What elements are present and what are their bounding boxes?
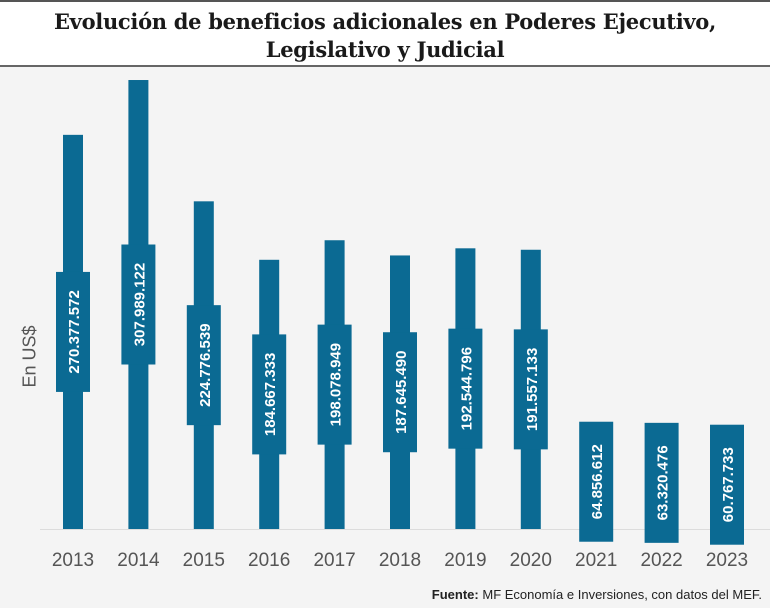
title-line-2: Legislativo y Judicial <box>265 37 505 62</box>
data-label-box-2018 <box>383 332 417 453</box>
x-tick-label-2021: 2021 <box>575 550 617 571</box>
data-label-2023: 60.767.733 <box>720 447 737 522</box>
data-label-box-2017 <box>317 324 352 445</box>
data-label-box-2019 <box>448 328 483 449</box>
x-tick-label-2019: 2019 <box>444 550 486 571</box>
data-label-2017: 198.078.949 <box>328 343 345 426</box>
data-label-2019: 192.544.796 <box>458 347 475 430</box>
x-tick-label-2020: 2020 <box>510 550 552 571</box>
x-tick-label-2013: 2013 <box>52 550 94 571</box>
y-axis-label: En US$ <box>19 325 40 388</box>
x-tick-label-2022: 2022 <box>640 550 682 571</box>
source-label: Fuente: <box>431 587 479 602</box>
source-text: MF Economía e Inversiones, con datos del… <box>478 587 762 602</box>
data-label-box-2022 <box>644 422 679 543</box>
source-note: Fuente: MF Economía e Inversiones, con d… <box>432 587 762 602</box>
x-tick-label-2018: 2018 <box>379 550 421 571</box>
data-label-2021: 64.856.612 <box>589 444 606 519</box>
data-label-box-2016 <box>252 334 287 455</box>
data-label-2015: 224.776.539 <box>197 323 214 406</box>
chart-title: Evolución de beneficios adicionales en P… <box>0 8 770 64</box>
data-label-box-2021 <box>579 421 614 542</box>
header: Evolución de beneficios adicionales en P… <box>0 0 770 67</box>
data-label-box-2013 <box>56 271 90 392</box>
data-label-box-2015 <box>186 305 221 426</box>
data-label-box-2014 <box>121 244 156 365</box>
data-label-2013: 270.377.572 <box>66 290 83 373</box>
x-tick-label-2023: 2023 <box>706 550 748 571</box>
data-label-box-2020 <box>513 329 548 450</box>
data-label-2014: 307.989.122 <box>131 263 148 346</box>
data-label-2016: 184.667.333 <box>262 353 279 436</box>
data-label-2018: 187.645.490 <box>393 351 410 434</box>
data-label-2020: 191.557.133 <box>524 348 541 431</box>
data-label-2022: 63.320.476 <box>655 445 672 520</box>
data-label-box-2023 <box>710 424 744 545</box>
x-tick-label-2016: 2016 <box>248 550 290 571</box>
x-tick-label-2017: 2017 <box>313 550 355 571</box>
x-tick-label-2014: 2014 <box>117 550 160 571</box>
x-tick-label-2015: 2015 <box>183 550 225 571</box>
title-line-1: Evolución de beneficios adicionales en P… <box>53 9 717 34</box>
